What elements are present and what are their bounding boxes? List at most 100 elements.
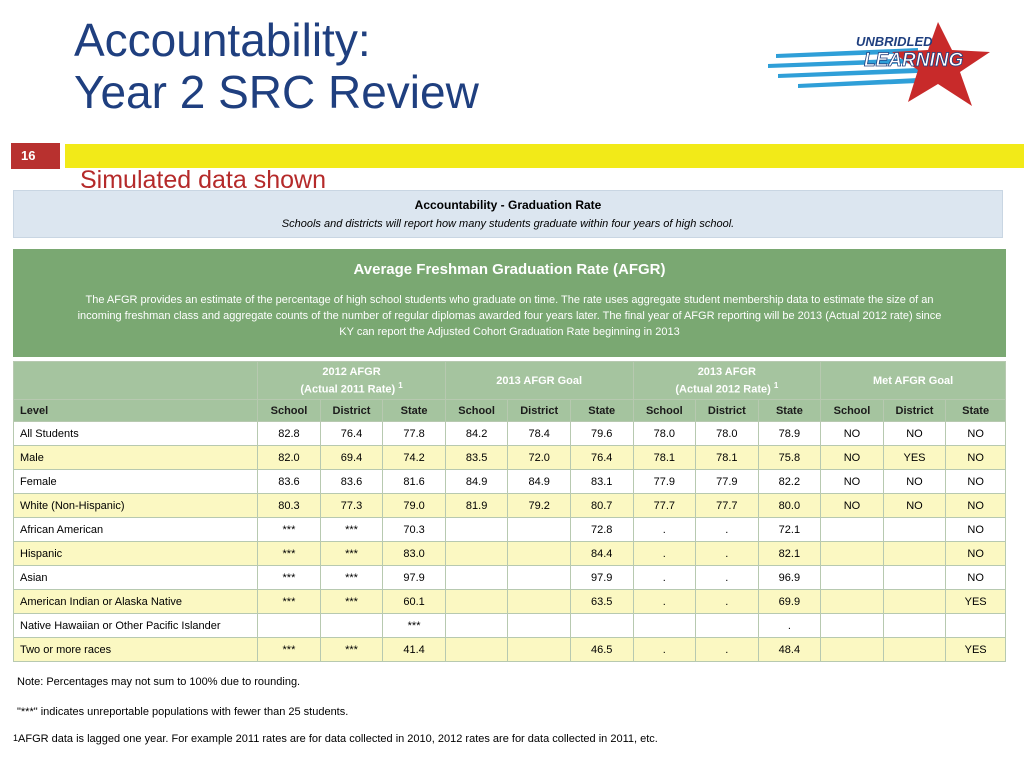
table-cell: NO: [945, 469, 1006, 494]
slide-title: Accountability: Year 2 SRC Review: [74, 14, 479, 118]
table-cell: [319, 613, 384, 638]
table-cell: [882, 613, 947, 638]
table-cell: 84.9: [507, 469, 571, 494]
table-cell: 79.0: [382, 493, 446, 518]
table-cell: .: [695, 517, 759, 542]
table-cell: [882, 517, 947, 542]
table-cell: [820, 517, 884, 542]
table-cell: NO: [945, 517, 1006, 542]
table-column-header: District: [319, 399, 384, 422]
table-cell: [507, 637, 571, 662]
report-header-title: Accountability - Graduation Rate: [414, 198, 602, 212]
table-cell: 80.7: [569, 493, 634, 518]
table-column-header: State: [945, 399, 1006, 422]
table-cell: NO: [945, 493, 1006, 518]
table-cell: 69.9: [757, 589, 822, 614]
note-afgr-lag: 1AFGR data is lagged one year. For examp…: [13, 733, 658, 745]
table-cell: NO: [945, 421, 1006, 446]
table-cell: 82.0: [257, 445, 321, 470]
table-column-header: School: [444, 399, 509, 422]
table-cell: 78.0: [632, 421, 697, 446]
table-cell: 82.1: [757, 541, 822, 566]
table-cell: [820, 637, 884, 662]
table-cell: 79.6: [569, 421, 634, 446]
table-cell: 78.4: [507, 421, 571, 446]
table-cell: 82.8: [257, 421, 321, 446]
table-row: Male 82.0 69.4 74.2 83.5 72.0 76.4 78.1 78.1 75.8…: [12, 445, 1006, 470]
table-cell: NO: [882, 421, 947, 446]
slide-title-line1: Accountability:: [74, 14, 371, 66]
table-cell: 82.2: [757, 469, 822, 494]
table-row: All Students 82.8 76.4 77.8 84.2 78.4 79.6 78.0…: [12, 421, 1006, 446]
table-row: White (Non-Hispanic) 80.3 77.3 79.0 81.9 79.2…: [12, 493, 1006, 518]
table-column-header: School: [820, 399, 884, 422]
table-cell: 69.4: [319, 445, 384, 470]
table-cell: [507, 517, 571, 542]
table-cell: 77.3: [319, 493, 384, 518]
table-column-header: State: [382, 399, 446, 422]
table-cell: 83.6: [319, 469, 384, 494]
table-cell: 84.2: [444, 421, 509, 446]
table-cell: .: [695, 637, 759, 662]
table-cell: [444, 541, 509, 566]
table-cell: NO: [945, 541, 1006, 566]
table-group-header: Met AFGR Goal: [820, 361, 1006, 400]
table-row: Hispanic *** *** 83.0 84.4.. 82.1 NO: [12, 541, 1006, 566]
table-cell: 75.8: [757, 445, 822, 470]
table-row-level: American Indian or Alaska Native: [12, 589, 259, 614]
table-cell: 46.5: [569, 637, 634, 662]
table-cell: ***: [319, 565, 384, 590]
table-cell: 77.8: [382, 421, 446, 446]
table-cell: [882, 589, 947, 614]
table-cell: NO: [820, 421, 884, 446]
table-cell: 80.3: [257, 493, 321, 518]
table-cell: NO: [882, 469, 947, 494]
table-cell: [507, 565, 571, 590]
table-cell: ***: [319, 589, 384, 614]
table-cell: ***: [257, 589, 321, 614]
table-row: Asian *** *** 97.9 97.9.. 96.9 NO: [12, 565, 1006, 590]
table-cell: [507, 541, 571, 566]
table-cell: 77.7: [695, 493, 759, 518]
table-group-header: 2013 AFGR Goal: [444, 361, 634, 400]
report-header: Accountability - Graduation Rate Schools…: [13, 190, 1003, 238]
table-row: Female 83.6 83.6 81.6 84.9 84.9 83.1 77.9 77.9 82…: [12, 469, 1006, 494]
table-cell: 63.5: [569, 589, 634, 614]
table-cell: NO: [945, 565, 1006, 590]
table-group-header-row: 2012 AFGR (Actual 2011 Rate) 1 2013 AFGR …: [12, 361, 1006, 400]
table-cell: NO: [882, 493, 947, 518]
table-row-level: White (Non-Hispanic): [12, 493, 259, 518]
table-cell: NO: [945, 445, 1006, 470]
table-cell: 72.1: [757, 517, 822, 542]
table-cell: [632, 613, 697, 638]
table-row-level: Male: [12, 445, 259, 470]
table-cell: 81.9: [444, 493, 509, 518]
table-column-header: State: [569, 399, 634, 422]
table-cell: [945, 613, 1006, 638]
table-row-level: All Students: [12, 421, 259, 446]
table-cell: [569, 613, 634, 638]
table-cell: [444, 613, 509, 638]
table-cell: 72.0: [507, 445, 571, 470]
table-cell: .: [632, 589, 697, 614]
table-cell: YES: [945, 589, 1006, 614]
table-cell: YES: [945, 637, 1006, 662]
table-cell: 77.9: [632, 469, 697, 494]
slide-number: 16: [11, 143, 60, 169]
table-cell: [820, 565, 884, 590]
slide-subtitle: Simulated data shown: [80, 166, 326, 194]
table-cell: 76.4: [319, 421, 384, 446]
table-group-header: 2012 AFGR (Actual 2011 Rate) 1: [257, 361, 446, 400]
table-cell: 77.7: [632, 493, 697, 518]
accent-bar: [65, 144, 1024, 168]
table-cell: .: [632, 541, 697, 566]
table-cell: NO: [820, 493, 884, 518]
graduation-rate-table: 2012 AFGR (Actual 2011 Rate) 1 2013 AFGR …: [12, 361, 1006, 662]
table-cell: 78.1: [695, 445, 759, 470]
table-cell: 70.3: [382, 517, 446, 542]
table-cell: ***: [257, 517, 321, 542]
table-cell: 83.6: [257, 469, 321, 494]
table-cell: [820, 541, 884, 566]
table-cell: .: [632, 565, 697, 590]
table-row: Two or more races *** *** 41.4 46.5.. 48.4 YES: [12, 637, 1006, 662]
